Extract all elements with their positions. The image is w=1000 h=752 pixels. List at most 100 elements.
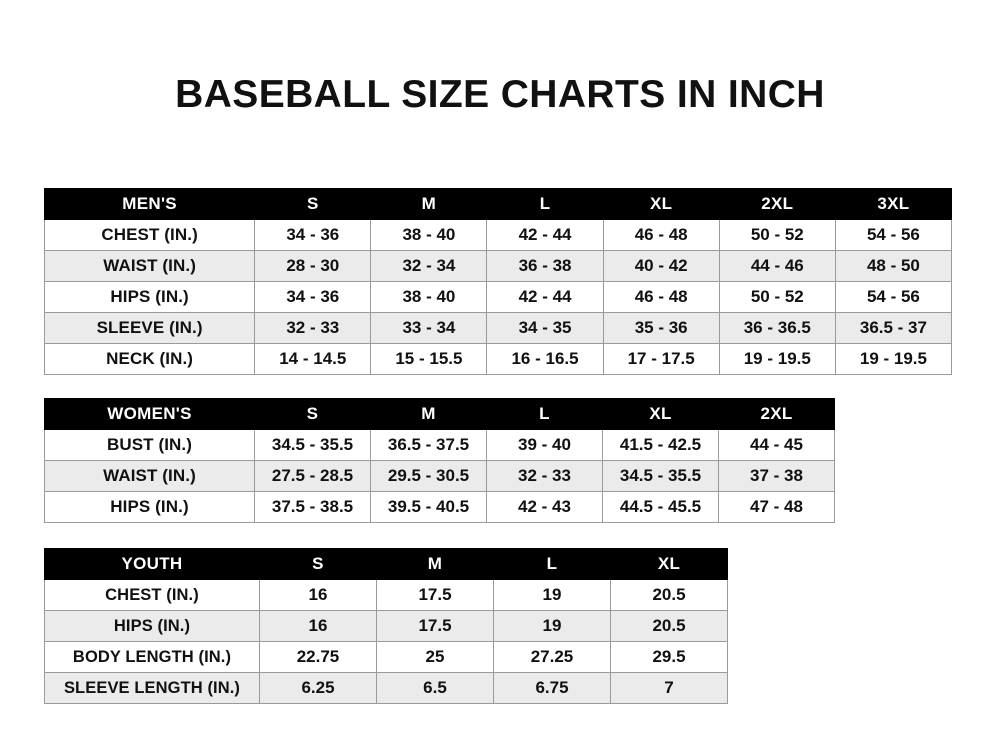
mens-measurement-value: 42 - 44 [486,281,604,313]
youth-measurement-value: 20.5 [610,610,728,642]
youth-measurement-value: 19 [493,579,611,611]
youth-measurement-label: SLEEVE LENGTH (IN.) [44,672,260,704]
womens-measurement-value: 34.5 - 35.5 [254,429,371,461]
youth-size-header-m: M [376,548,494,580]
womens-table-head: WOMEN'S S M L XL 2XL [44,398,835,430]
table-row: CHEST (IN.) 16 17.5 19 20.5 [44,579,728,611]
womens-measurement-value: 34.5 - 35.5 [602,460,719,492]
mens-measurement-value: 54 - 56 [834,219,953,251]
youth-table-body: CHEST (IN.) 16 17.5 19 20.5 HIPS (IN.) 16 17.5 1… [44,579,728,704]
mens-size-header-2xl: 2XL [718,188,836,220]
youth-size-header-s: S [259,548,377,580]
mens-size-header-3xl: 3XL [834,188,953,220]
youth-measurement-value: 16 [259,579,377,611]
mens-measurement-value: 48 - 50 [834,250,953,282]
mens-measurement-value: 38 - 40 [370,281,488,313]
mens-measurement-value: 34 - 35 [486,312,604,344]
youth-measurement-value: 16 [259,610,377,642]
womens-measurement-value: 32 - 33 [486,460,603,492]
table-row: NECK (IN.) 14 - 14.5 15 - 15.5 16 - 16.5 17 … [43,343,953,375]
table-row: WAIST (IN.) 28 - 30 32 - 34 36 - 38 40 - 42 4… [43,250,953,282]
mens-measurement-value: 54 - 56 [834,281,953,313]
table-row: HIPS (IN.) 37.5 - 38.5 39.5 - 40.5 42 - 43 4… [44,491,835,523]
table-row: BUST (IN.) 34.5 - 35.5 36.5 - 37.5 39 - 40 4… [44,429,835,461]
womens-measurement-value: 44 - 45 [718,429,835,461]
womens-measurement-value: 37.5 - 38.5 [254,491,371,523]
mens-measurement-value: 36 - 38 [486,250,604,282]
womens-table-body: BUST (IN.) 34.5 - 35.5 36.5 - 37.5 39 - 40 4… [44,429,835,523]
womens-measurement-value: 37 - 38 [718,460,835,492]
mens-measurement-value: 44 - 46 [718,250,836,282]
table-row: BODY LENGTH (IN.) 22.75 25 27.25 29.5 [44,641,728,673]
womens-header-row: WOMEN'S S M L XL 2XL [44,398,835,430]
mens-measurement-value: 35 - 36 [602,312,720,344]
womens-measurement-value: 42 - 43 [486,491,603,523]
table-row: HIPS (IN.) 34 - 36 38 - 40 42 - 44 46 - 48 50… [43,281,953,313]
mens-measurement-value: 40 - 42 [602,250,720,282]
youth-measurement-value: 25 [376,641,494,673]
mens-size-header-m: M [370,188,488,220]
mens-measurement-value: 42 - 44 [486,219,604,251]
mens-measurement-value: 19 - 19.5 [834,343,953,375]
womens-size-header-xl: XL [602,398,719,430]
womens-measurement-label: BUST (IN.) [44,429,255,461]
table-row: WAIST (IN.) 27.5 - 28.5 29.5 - 30.5 32 - 33… [44,460,835,492]
table-row: SLEEVE (IN.) 32 - 33 33 - 34 34 - 35 35 - 36… [43,312,953,344]
youth-measurement-label: BODY LENGTH (IN.) [44,641,260,673]
mens-size-header-xl: XL [602,188,720,220]
youth-measurement-value: 6.5 [376,672,494,704]
table-row: HIPS (IN.) 16 17.5 19 20.5 [44,610,728,642]
youth-measurement-label: HIPS (IN.) [44,610,260,642]
table-row: CHEST (IN.) 34 - 36 38 - 40 42 - 44 46 - 48 5… [43,219,953,251]
womens-table-title: WOMEN'S [44,398,255,430]
mens-measurement-label: WAIST (IN.) [43,250,256,282]
mens-measurement-value: 36.5 - 37 [834,312,953,344]
womens-measurement-label: HIPS (IN.) [44,491,255,523]
youth-table-head: YOUTH S M L XL [44,548,728,580]
mens-measurement-value: 15 - 15.5 [370,343,488,375]
womens-measurement-value: 39.5 - 40.5 [370,491,487,523]
mens-measurement-value: 36 - 36.5 [718,312,836,344]
youth-measurement-value: 19 [493,610,611,642]
womens-measurement-value: 36.5 - 37.5 [370,429,487,461]
mens-measurement-value: 46 - 48 [602,281,720,313]
mens-measurement-value: 28 - 30 [254,250,372,282]
youth-measurement-value: 17.5 [376,610,494,642]
youth-measurement-value: 22.75 [259,641,377,673]
mens-table-head: MEN'S S M L XL 2XL 3XL [43,188,953,220]
youth-measurement-value: 29.5 [610,641,728,673]
mens-measurement-value: 38 - 40 [370,219,488,251]
mens-measurement-value: 46 - 48 [602,219,720,251]
youth-table-title: YOUTH [44,548,260,580]
mens-measurement-value: 32 - 33 [254,312,372,344]
womens-measurement-value: 41.5 - 42.5 [602,429,719,461]
mens-measurement-value: 16 - 16.5 [486,343,604,375]
womens-measurement-value: 27.5 - 28.5 [254,460,371,492]
womens-size-header-m: M [370,398,487,430]
mens-measurement-value: 33 - 34 [370,312,488,344]
youth-size-table: YOUTH S M L XL CHEST (IN.) 16 17.5 19 20.5 HIPS (… [44,548,728,704]
womens-size-table: WOMEN'S S M L XL 2XL BUST (IN.) 34.5 - 35.5 36.… [44,398,835,523]
mens-measurement-label: NECK (IN.) [43,343,256,375]
mens-measurement-value: 32 - 34 [370,250,488,282]
youth-measurement-value: 27.25 [493,641,611,673]
mens-measurement-value: 14 - 14.5 [254,343,372,375]
womens-measurement-value: 39 - 40 [486,429,603,461]
mens-measurement-label: CHEST (IN.) [43,219,256,251]
mens-size-header-s: S [254,188,372,220]
mens-measurement-value: 34 - 36 [254,281,372,313]
womens-measurement-value: 29.5 - 30.5 [370,460,487,492]
womens-measurement-value: 47 - 48 [718,491,835,523]
mens-table-title: MEN'S [43,188,256,220]
youth-measurement-value: 17.5 [376,579,494,611]
womens-size-header-s: S [254,398,371,430]
youth-measurement-label: CHEST (IN.) [44,579,260,611]
mens-size-table: MEN'S S M L XL 2XL 3XL CHEST (IN.) 34 - 36 38 - … [43,188,953,375]
youth-measurement-value: 6.75 [493,672,611,704]
mens-measurement-value: 50 - 52 [718,219,836,251]
youth-measurement-value: 6.25 [259,672,377,704]
table-row: SLEEVE LENGTH (IN.) 6.25 6.5 6.75 7 [44,672,728,704]
youth-size-header-l: L [493,548,611,580]
womens-measurement-label: WAIST (IN.) [44,460,255,492]
